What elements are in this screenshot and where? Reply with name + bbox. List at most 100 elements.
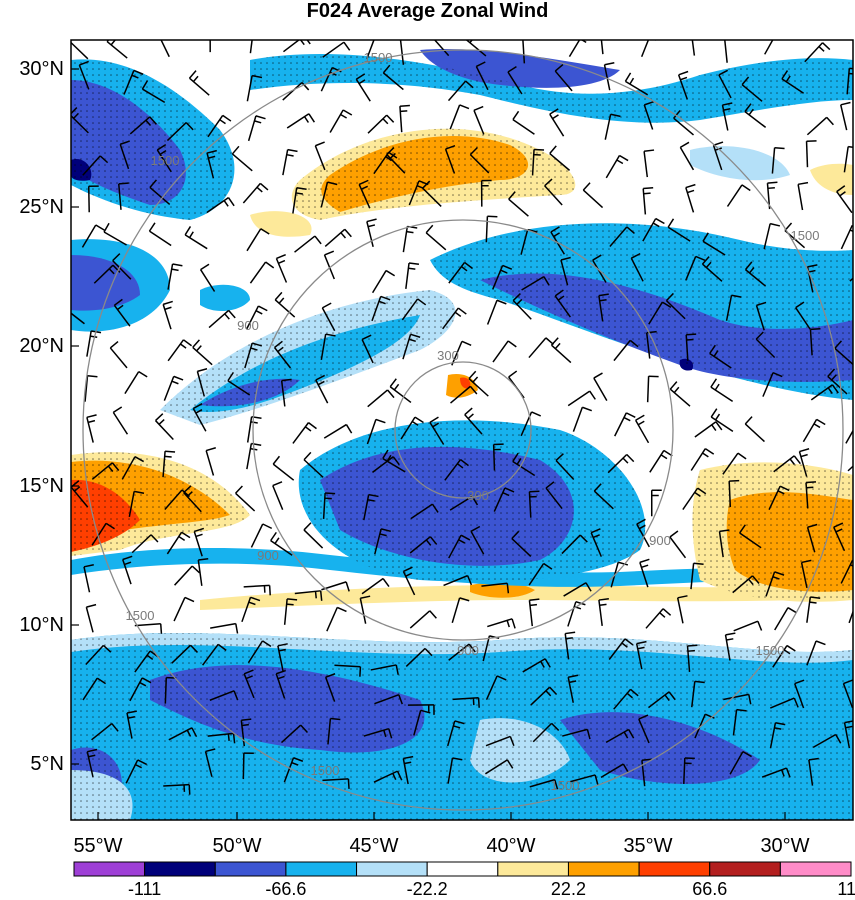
wind-barb [487, 618, 516, 629]
wind-barb [323, 250, 335, 280]
colorbar-swatch [567, 861, 640, 877]
wind-barb [718, 69, 732, 99]
wind-barb [447, 80, 474, 102]
wind-barb [761, 767, 791, 778]
wind-barb [402, 566, 416, 596]
wind-barb [413, 709, 431, 736]
wind-barb [210, 622, 239, 634]
wind-barb [650, 489, 662, 517]
wind-barb [409, 610, 437, 629]
wind-barb [199, 263, 216, 292]
wind-barb [507, 66, 523, 95]
wind-barb [429, 416, 445, 445]
wind-barb [724, 632, 736, 661]
wind-barb [512, 110, 535, 135]
wind-barb [710, 378, 734, 403]
wind-barb [154, 413, 174, 441]
wind-barb [709, 344, 732, 369]
wind-barb [235, 485, 256, 512]
wind-barb [563, 582, 592, 597]
wind-barb [286, 113, 316, 129]
range-ring [252, 219, 674, 641]
wind-barb [334, 664, 362, 677]
wind-barb [598, 293, 609, 322]
wind-barb [91, 462, 120, 480]
wind-barb [87, 185, 99, 213]
wind-barb [410, 503, 439, 520]
wind-barb [183, 485, 202, 513]
wind-barb [112, 406, 129, 435]
wind-barb [805, 481, 817, 509]
wind-barb [192, 339, 213, 366]
wind-barb [744, 416, 765, 443]
wind-barb [113, 298, 131, 327]
wind-barb [481, 582, 510, 594]
wind-barb [126, 710, 137, 739]
wind-barb [624, 72, 649, 96]
wind-barb [567, 674, 579, 703]
wind-barb [280, 378, 292, 407]
wind-barb [294, 590, 323, 601]
wind-barb [85, 644, 112, 666]
wind-barb [367, 389, 395, 408]
latitude-label: 5°N [30, 753, 64, 775]
wind-barb [227, 371, 251, 396]
wind-barb [593, 483, 614, 510]
colorbar-swatch [144, 861, 216, 877]
longitude-label: 45°W [349, 835, 399, 857]
latitude-label: 10°N [19, 614, 64, 636]
colorbar-swatch [73, 861, 146, 877]
wind-barb [848, 609, 853, 624]
range-ring-labels: 300 300 900 900 900 900 1500 1500 1500 1500 1500 15… [126, 50, 820, 793]
wind-barb [531, 148, 545, 176]
wind-barb [405, 262, 420, 289]
wind-barb [168, 727, 198, 741]
wind-barb [270, 531, 293, 556]
wind-barb [83, 563, 94, 593]
wind-barb [582, 182, 604, 209]
wind-barb [694, 421, 723, 438]
wind-barb [320, 333, 336, 360]
latitude-label: 15°N [19, 475, 64, 497]
wind-barb [802, 418, 826, 443]
wind-barb [840, 559, 853, 584]
wind-barb [274, 291, 296, 318]
colorbar-swatch [214, 861, 287, 877]
wind-barb [755, 301, 767, 331]
wind-barb [359, 595, 371, 624]
wind-barb [762, 371, 783, 397]
wind-barb [119, 140, 130, 170]
wind-barb [448, 534, 471, 559]
wind-barb [508, 191, 529, 217]
wind-barb [493, 487, 515, 512]
wind-barb [768, 485, 790, 510]
wind-barb [446, 720, 465, 747]
wind-barb [184, 226, 208, 250]
wind-barb [744, 261, 767, 287]
wind-barb [806, 596, 821, 623]
wind-barb [129, 677, 152, 702]
wind-barb [613, 688, 639, 710]
wind-barb [677, 70, 689, 100]
colorbar [73, 861, 852, 877]
wind-barb [728, 479, 740, 508]
wind-barb [665, 292, 686, 320]
wind-barb [545, 481, 563, 509]
wind-barb [188, 70, 210, 96]
latitude-label: 25°N [19, 196, 64, 218]
wind-barb [590, 528, 603, 557]
wind-barb [82, 155, 109, 176]
wind-barb [174, 565, 201, 586]
wind-barb [382, 449, 406, 473]
wind-barb [167, 339, 193, 362]
wind-barb [196, 368, 208, 397]
longitude-label: 30°W [760, 835, 810, 857]
wind-barb [246, 228, 270, 252]
wind-barb [166, 122, 194, 142]
wind-barb [642, 186, 654, 215]
wind-barb [598, 598, 609, 626]
wind-barb [530, 686, 558, 706]
wind-barb [683, 757, 695, 784]
wind-barb [836, 185, 853, 214]
wind-barb [78, 60, 90, 90]
